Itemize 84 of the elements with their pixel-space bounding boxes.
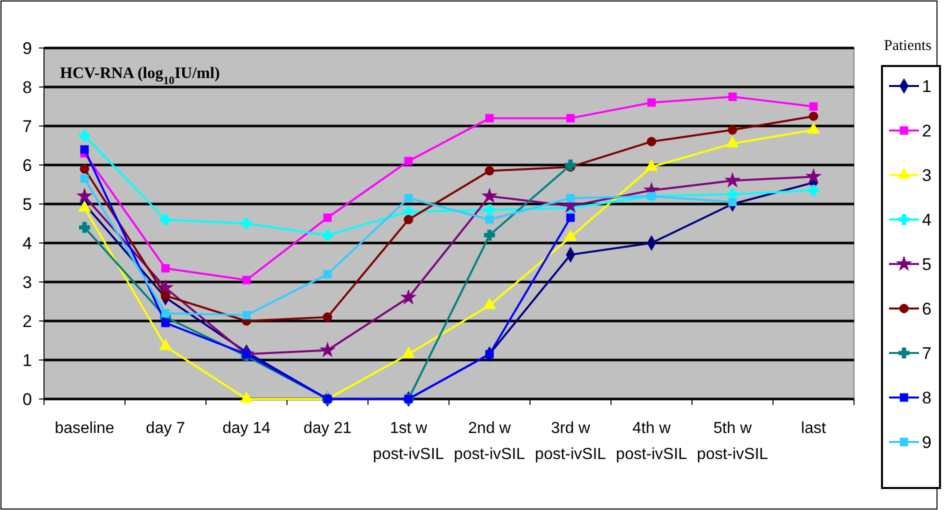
point [160,290,170,300]
y-tick-label: 9 [22,38,32,58]
point [566,213,575,222]
legend-label: 5 [922,254,932,274]
x-tick-label: day 7 [146,420,186,437]
point [807,122,820,134]
y-tick-label: 2 [22,312,32,331]
point [242,310,251,320]
legend-label: 8 [922,388,932,408]
point [77,188,92,202]
legend-label: 2 [922,121,932,140]
point [725,173,740,187]
point [484,204,495,216]
point [241,218,252,229]
y-tick-label: 6 [22,156,32,175]
point [485,114,494,122]
point [482,188,497,202]
point [728,125,738,135]
point [565,160,576,170]
x-tick-label: last [801,420,826,437]
x-tick-label: 1st w post-ivSIL [372,420,444,463]
text: HCV-RNA (log$_{10}$IU/ml) [60,65,220,87]
point [159,339,172,350]
point [402,347,415,358]
point [808,184,819,196]
point [483,298,496,310]
legend-title: Patients [884,38,932,54]
legend-label: 7 [922,344,932,363]
point [647,98,656,107]
point [161,308,170,318]
point [645,160,658,171]
x-tick-label: baseline [54,420,114,437]
point [322,312,332,322]
point [404,194,413,202]
point [161,264,170,273]
point [160,214,171,226]
point [566,194,575,202]
point [484,230,495,241]
point [806,169,821,183]
point [726,136,739,148]
point [485,215,494,224]
point [401,290,416,304]
y-tick-label: 5 [22,194,32,214]
x-tick-label: 5th w post-ivSIL [696,420,768,463]
point [78,200,91,212]
point [240,392,253,403]
point [566,114,575,122]
legend-label: 9 [922,432,932,452]
point [79,222,90,233]
point [80,145,89,154]
point [320,342,335,356]
point [242,276,251,284]
y-tick-label: 4 [22,234,32,253]
point [79,130,90,142]
point [404,156,413,166]
legend-label: 4 [922,210,932,230]
y-tick-label: 8 [22,78,32,97]
point [80,164,90,174]
point [404,214,414,224]
point [564,230,577,241]
point [728,198,737,206]
y-tick-label: 3 [22,272,32,292]
point [323,213,332,222]
point [646,136,656,146]
point [808,112,818,121]
point [80,174,89,183]
x-tick-label: day 21 [303,420,352,437]
y-tick-label: 7 [22,116,32,136]
x-tick-label: 4th w post-ivSIL [616,420,688,463]
legend-label: 3 [922,166,932,185]
x-tick-label: 3rd w post-ivSIL [534,420,606,463]
y-tick-label: 1 [22,350,32,370]
point [322,230,333,241]
legend-label: 1 [922,76,932,96]
point [485,350,494,358]
x-tick-label: day 14 [222,420,271,437]
point [809,102,818,111]
legend-label: 6 [922,299,932,318]
point [323,270,332,278]
point [484,166,494,176]
point [161,318,170,328]
x-tick-label: 2nd w post-ivSIL [454,420,526,463]
y-tick-label: 0 [22,390,32,409]
point [728,92,737,101]
